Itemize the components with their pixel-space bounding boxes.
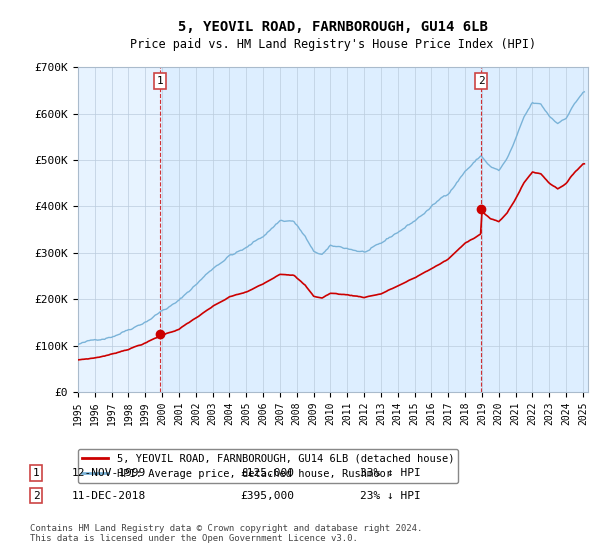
Text: 12-NOV-1999: 12-NOV-1999 xyxy=(72,468,146,478)
Text: 23% ↓ HPI: 23% ↓ HPI xyxy=(360,491,421,501)
Text: 33% ↓ HPI: 33% ↓ HPI xyxy=(360,468,421,478)
Text: Contains HM Land Registry data © Crown copyright and database right 2024.
This d: Contains HM Land Registry data © Crown c… xyxy=(30,524,422,543)
Legend: 5, YEOVIL ROAD, FARNBOROUGH, GU14 6LB (detached house), HPI: Average price, deta: 5, YEOVIL ROAD, FARNBOROUGH, GU14 6LB (d… xyxy=(78,449,458,483)
Text: 5, YEOVIL ROAD, FARNBOROUGH, GU14 6LB: 5, YEOVIL ROAD, FARNBOROUGH, GU14 6LB xyxy=(178,20,488,34)
Text: 2: 2 xyxy=(32,491,40,501)
Text: Price paid vs. HM Land Registry's House Price Index (HPI): Price paid vs. HM Land Registry's House … xyxy=(130,38,536,51)
Text: 11-DEC-2018: 11-DEC-2018 xyxy=(72,491,146,501)
Text: 1: 1 xyxy=(32,468,40,478)
Text: 2: 2 xyxy=(478,76,484,86)
Text: £125,000: £125,000 xyxy=(240,468,294,478)
Text: 1: 1 xyxy=(157,76,163,86)
Bar xyxy=(78,67,160,392)
Text: £395,000: £395,000 xyxy=(240,491,294,501)
